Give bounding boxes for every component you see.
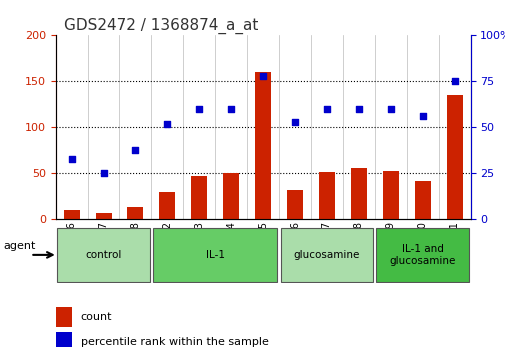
Point (418, 114, 426, 119)
Point (195, 106, 203, 112)
Text: GDS2472 / 1368874_a_at: GDS2472 / 1368874_a_at (64, 18, 258, 34)
Point (290, 119, 298, 125)
FancyBboxPatch shape (57, 228, 149, 282)
Bar (223, 172, 239, 219)
Bar (159, 192, 175, 219)
Text: percentile rank within the sample: percentile rank within the sample (80, 337, 268, 347)
Bar (318, 172, 334, 219)
Bar (95, 213, 111, 219)
Point (386, 106, 394, 112)
Point (68, 156, 76, 161)
Bar (56, 307, 72, 327)
Bar (64, 210, 79, 219)
Text: glucosamine: glucosamine (293, 250, 360, 260)
Text: control: control (85, 250, 122, 260)
FancyBboxPatch shape (280, 228, 373, 282)
Point (449, 79, 458, 84)
FancyBboxPatch shape (153, 228, 277, 282)
Bar (382, 171, 398, 219)
Bar (446, 95, 462, 219)
FancyBboxPatch shape (376, 228, 468, 282)
Text: count: count (80, 312, 112, 322)
Bar (286, 190, 302, 219)
Point (131, 147, 139, 152)
Bar (56, 332, 72, 352)
Bar (414, 181, 430, 219)
Point (354, 106, 362, 112)
Point (99, 171, 108, 176)
Point (163, 121, 171, 127)
Text: agent: agent (3, 241, 35, 251)
Point (227, 106, 235, 112)
Bar (255, 72, 271, 219)
Bar (191, 176, 207, 219)
Point (259, 73, 267, 79)
Text: IL-1 and
glucosamine: IL-1 and glucosamine (389, 244, 455, 266)
Bar (350, 168, 366, 219)
Bar (127, 207, 143, 219)
Text: IL-1: IL-1 (206, 250, 224, 260)
Point (322, 106, 330, 112)
